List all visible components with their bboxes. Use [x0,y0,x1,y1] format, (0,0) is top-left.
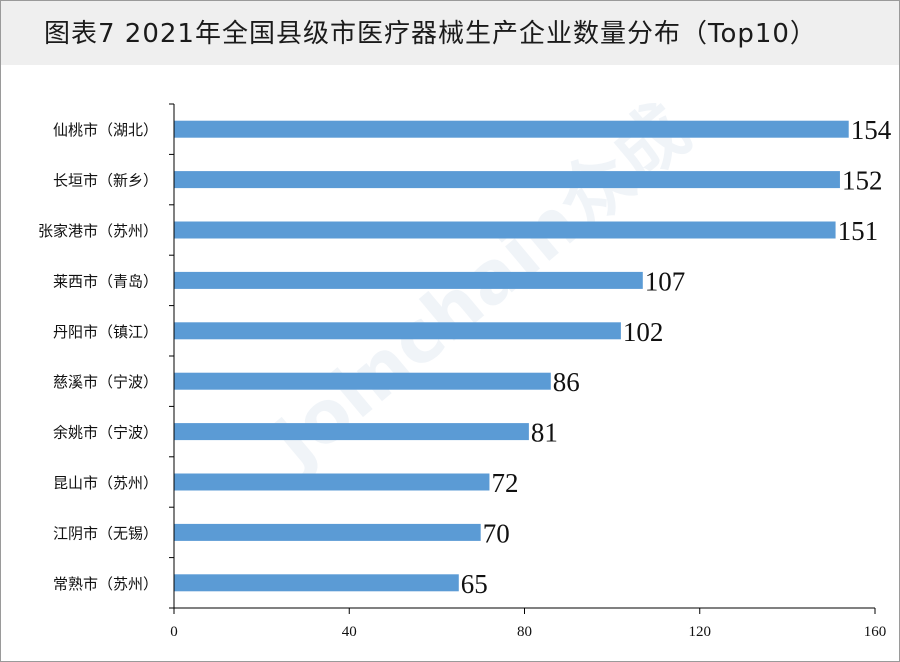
data-label: 102 [623,317,664,347]
bar [174,372,551,390]
data-label: 65 [461,569,488,599]
category-label: 张家港市（苏州） [38,222,158,240]
x-tick-label: 0 [170,624,178,640]
data-label: 72 [491,468,518,498]
category-label: 莱西市（青岛） [53,272,158,290]
data-label: 151 [838,216,879,246]
bar [174,120,849,138]
x-tick-label: 120 [689,624,712,640]
category-label: 慈溪市（宁波） [53,373,158,391]
category-label: 长垣市（新乡） [53,172,158,190]
bar [174,523,481,541]
data-label: 86 [553,367,580,397]
bar [174,221,836,239]
category-label: 仙桃市（湖北） [53,121,158,139]
data-label: 154 [851,115,892,145]
data-label: 70 [483,518,510,548]
bar [174,423,529,441]
x-tick-label: 40 [342,624,357,640]
axes-group: 仙桃市（湖北） 长垣市（新乡） 张家港市（苏州） 莱西市（青岛） 丹阳市（镇江） 慈溪市（… [38,103,887,640]
bar [174,322,621,340]
data-label: 81 [531,418,558,448]
bar [174,574,459,592]
bar [174,271,643,289]
title-bar: 图表7 2021年全国县级市医疗器械生产企业数量分布（Top10） [1,1,899,65]
category-label: 江阴市（无锡） [53,524,158,542]
bar [174,171,840,189]
x-tick-label: 80 [517,624,532,640]
bar [174,473,490,491]
category-label: 昆山市（苏州） [53,474,158,492]
category-label: 余姚市（宁波） [53,424,158,442]
data-label: 152 [842,166,883,196]
data-label: 107 [645,266,686,296]
category-label: 丹阳市（镇江） [53,323,158,341]
bars-group: 154 152 151 107 102 86 81 72 70 65 [174,115,892,599]
x-tick-label: 160 [864,624,887,640]
category-label: 常熟市（苏州） [53,575,158,593]
chart-title: 图表7 2021年全国县级市医疗器械生产企业数量分布（Top10） [44,19,817,49]
